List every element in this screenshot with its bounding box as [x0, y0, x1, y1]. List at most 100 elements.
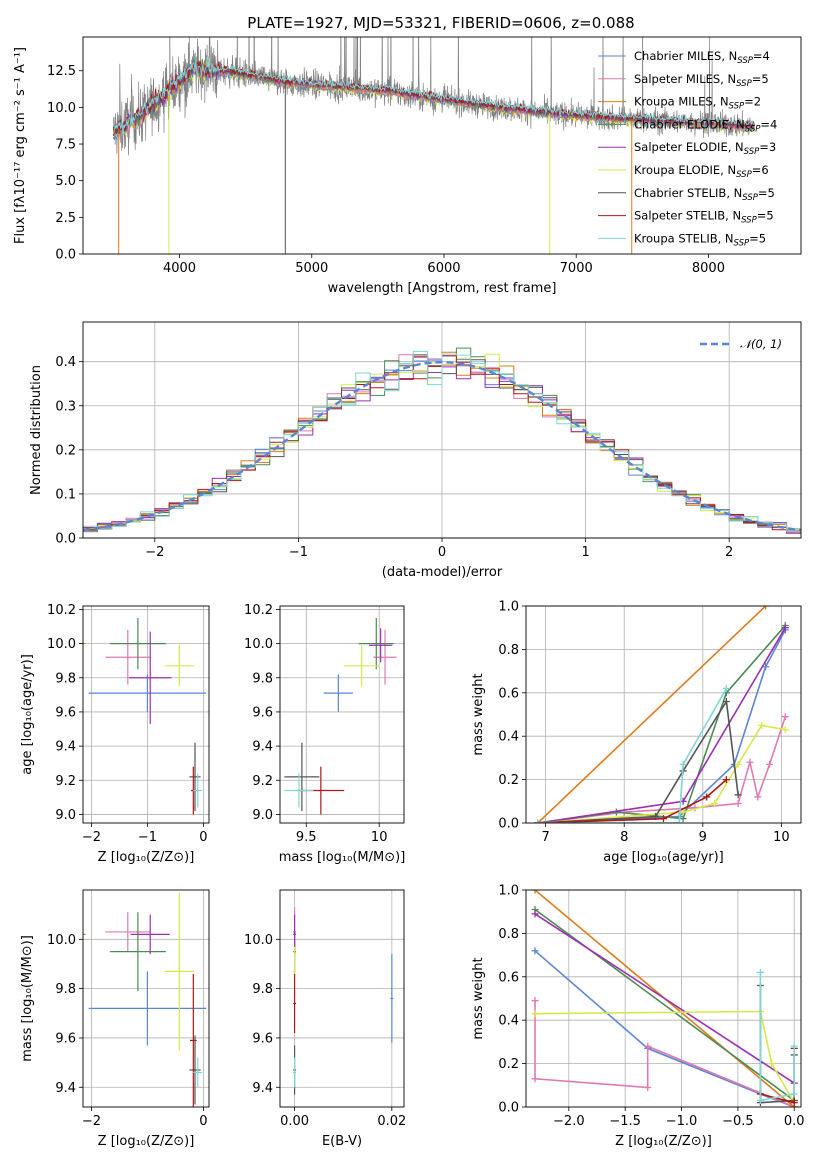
- x-tick-label: 0.00: [280, 1114, 309, 1129]
- x-axis-label: wavelength [Angstrom, rest frame]: [328, 281, 557, 296]
- y-tick-label: 0.8: [498, 643, 519, 658]
- x-tick-label: −1.0: [666, 1114, 698, 1129]
- x-tick-label: 1: [581, 545, 589, 560]
- data-point: [390, 954, 394, 1043]
- data-point: [284, 773, 314, 808]
- axes-frame: [82, 605, 210, 824]
- data-point: [373, 629, 397, 685]
- series-marker: [762, 663, 770, 671]
- y-tick-label: 0.4: [498, 1014, 519, 1029]
- y-tick-label: 1.0: [498, 600, 519, 615]
- legend-entry: Salpeter ELODIE, NSSP=3: [634, 140, 776, 157]
- y-tick-label: 0.2: [498, 1057, 519, 1072]
- y-tick-label: 0.0: [498, 1101, 519, 1116]
- x-tick-label: −2: [82, 1114, 101, 1129]
- x-tick-label: 0.0: [784, 1114, 805, 1129]
- panel-age-vs-mass: 9.5 10 9.0 9.2 9.4 9.6 9.8 10.0 10.2 mass [log₁₀(…: [244, 603, 405, 865]
- x-axis-label: mass [log₁₀(M/M⊙)]: [279, 850, 406, 865]
- y-tick-label: 0.6: [498, 686, 519, 701]
- x-axis-label: Z [log₁₀(Z/Z⊙)]: [615, 1134, 712, 1149]
- data-point: [189, 973, 197, 1107]
- x-tick-label: 7: [542, 830, 550, 845]
- figure-title: PLATE=1927, MJD=53321, FIBERID=0606, z=0…: [247, 14, 634, 32]
- data-point: [293, 973, 297, 1034]
- series-path: [537, 624, 786, 823]
- series-path: [534, 950, 795, 1107]
- y-tick-label: 2.5: [55, 211, 76, 226]
- series-marker: [675, 819, 683, 823]
- grid-age-vs-mass: [280, 606, 404, 823]
- x-axis-label: Z [log₁₀(Z/Z⊙)]: [98, 850, 195, 865]
- y-tick-label: 9.6: [252, 1031, 273, 1046]
- data-point: [164, 892, 194, 1051]
- series-path: [537, 779, 727, 823]
- y-axis-label: age [log₁₀(age/yr)]: [20, 654, 35, 775]
- series-line: [531, 910, 798, 1087]
- y-axis-label: mass [log₁₀(M/M⊙)]: [20, 935, 35, 1062]
- series-line: [534, 721, 789, 823]
- panel-mass-weight-vs-Z: −2.0 −1.5 −1.0 −0.5 0.0 0.0 0.2 0.4 0.6 0.8 1.0 Z […: [471, 884, 805, 1150]
- data-point: [189, 1035, 201, 1105]
- series-marker: [711, 799, 719, 807]
- x-tick-label: 8: [620, 830, 628, 845]
- series-marker: [722, 776, 730, 784]
- series-path: [534, 913, 795, 1084]
- y-tick-label: 9.6: [252, 705, 273, 720]
- legend-entry: Chabrier STELIB, NSSP=5: [634, 186, 775, 203]
- series-marker: [768, 1060, 776, 1068]
- residual-histogram: [83, 350, 801, 534]
- data-point: [128, 631, 172, 724]
- series-marker: [756, 1096, 764, 1104]
- y-axis-label: Normed distribution: [29, 365, 44, 495]
- y-tick-label: 10.0: [47, 637, 76, 652]
- y-tick-label: 10.2: [47, 603, 76, 618]
- x-tick-label: 7000: [560, 261, 593, 276]
- series-path: [534, 1000, 795, 1107]
- series-path: [534, 1010, 795, 1104]
- series-path: [537, 716, 787, 823]
- series-marker: [781, 624, 789, 632]
- y-axis-label: mass weight: [471, 957, 486, 1039]
- panel-spectrum: 4000 5000 6000 7000 8000 0.0 2.5 5.0 7.5 10.0 12.5…: [13, 36, 802, 296]
- series-line: [756, 968, 798, 1104]
- y-tick-label: 0.6: [498, 970, 519, 985]
- series-marker: [660, 815, 667, 823]
- x-axis-label: Z [log₁₀(Z/Z⊙)]: [98, 1134, 195, 1149]
- data-point: [164, 645, 194, 687]
- axes-frame: [525, 889, 802, 1108]
- series-line: [534, 713, 789, 823]
- series-line: [534, 626, 789, 823]
- x-tick-label: −1.5: [609, 1114, 641, 1129]
- x-axis-label: E(B-V): [322, 1134, 362, 1149]
- legend-entry: Salpeter STELIB, NSSP=5: [634, 209, 774, 226]
- series-path: [537, 627, 786, 823]
- x-tick-label: 9.5: [296, 830, 317, 845]
- y-tick-label: 10.0: [244, 637, 273, 652]
- x-tick-label: 6000: [427, 261, 460, 276]
- x-tick-label: 5000: [295, 261, 328, 276]
- series-marker: [766, 760, 774, 768]
- x-axis-label: (data-model)/error: [382, 565, 503, 580]
- series-path: [759, 972, 795, 1102]
- panel-age-vs-Z: −2 −1 0 9.0 9.2 9.4 9.6 9.8 10.0 10.2 Z [log₁₀(Z/Z…: [20, 603, 210, 865]
- y-tick-label: 0.0: [498, 817, 519, 832]
- series-marker: [758, 721, 766, 729]
- x-tick-label: −0.5: [722, 1114, 754, 1129]
- y-tick-label: 1.0: [498, 884, 519, 899]
- series-marker: [746, 758, 754, 766]
- panel-mass-vs-ebv: 0.00 0.02 9.4 9.6 9.8 10.0 E(B-V): [244, 889, 406, 1149]
- legend-entry: 𝒩(0, 1): [740, 337, 782, 351]
- series-marker: [781, 726, 789, 734]
- data-point: [105, 912, 151, 952]
- series-marker: [790, 1099, 798, 1107]
- y-tick-label: 12.5: [47, 64, 76, 79]
- y-axis-label: Flux [fλ10⁻¹⁷ erg cm⁻² s⁻¹ A⁻¹]: [13, 47, 28, 244]
- y-tick-label: 0.0: [55, 532, 76, 547]
- x-tick-label: 9: [699, 830, 707, 845]
- axes-frame: [279, 605, 405, 824]
- y-tick-label: 10.2: [244, 603, 273, 618]
- y-tick-label: 0.2: [498, 773, 519, 788]
- y-tick-label: 9.6: [55, 1031, 76, 1046]
- series-marker: [679, 808, 687, 816]
